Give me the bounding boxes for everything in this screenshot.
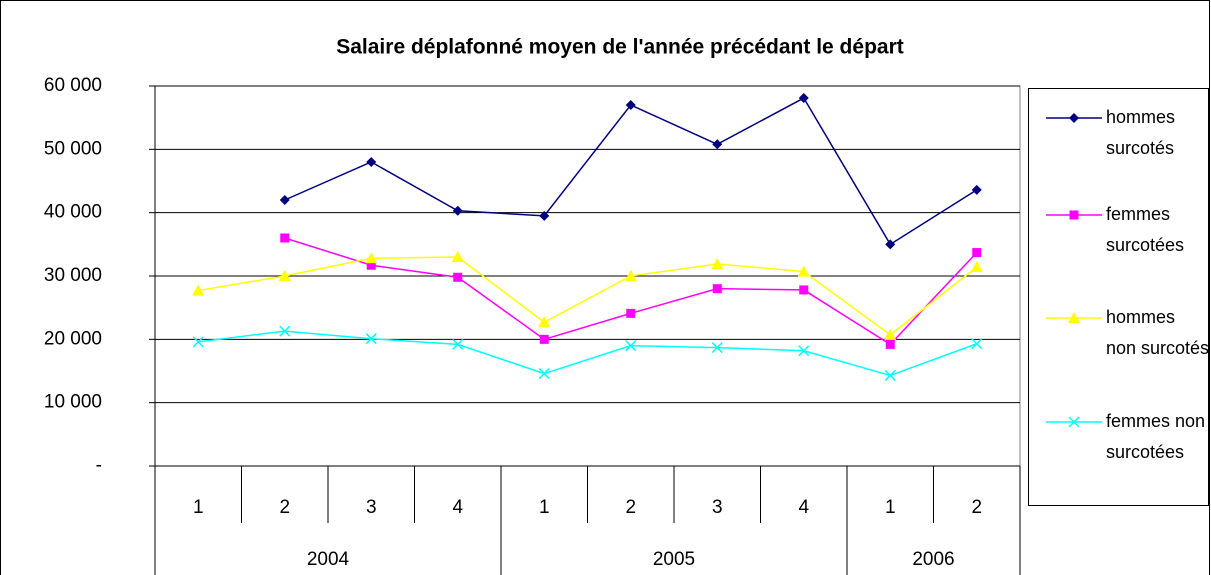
marker	[798, 345, 810, 357]
x-tick-label: 2	[971, 497, 982, 518]
legend-label: hommes non surcotés	[1106, 307, 1210, 358]
marker	[280, 233, 290, 243]
marker	[538, 316, 551, 328]
marker	[970, 261, 983, 273]
x-tick-label: 1	[885, 497, 896, 518]
y-tick-label: 20 000	[44, 328, 102, 349]
series-line	[198, 256, 978, 336]
marker	[452, 338, 464, 350]
marker	[885, 239, 896, 250]
marker	[365, 252, 378, 264]
group-label: 2004	[307, 549, 350, 570]
marker	[624, 270, 637, 281]
y-tick-label: -	[96, 455, 102, 476]
y-tick-label: 50 000	[44, 138, 102, 159]
marker	[539, 334, 549, 344]
x-tick-label: 2	[279, 497, 290, 518]
marker	[797, 265, 810, 277]
group-label: 2005	[653, 549, 695, 570]
marker	[279, 195, 290, 205]
marker	[972, 248, 982, 258]
x-tick-label: 1	[539, 497, 550, 518]
marker	[279, 325, 291, 337]
group-label: 2006	[912, 549, 954, 570]
x-tick-label: 2	[625, 497, 636, 518]
legend-label: femmes non surcotées	[1106, 411, 1206, 462]
marker	[192, 284, 205, 296]
x-tick-label: 4	[452, 497, 463, 518]
marker	[538, 368, 550, 380]
marker	[366, 260, 376, 270]
marker	[971, 184, 982, 195]
x-tick-label: 3	[366, 497, 377, 518]
marker	[192, 336, 204, 348]
legend-marker	[1068, 312, 1080, 323]
chart-title: Salaire déplafonné moyen de l'année préc…	[336, 36, 904, 59]
marker	[711, 257, 724, 269]
marker	[711, 342, 723, 354]
marker	[365, 333, 377, 345]
x-tick-label: 4	[798, 497, 809, 518]
y-tick-label: 30 000	[44, 265, 102, 286]
marker	[625, 340, 637, 352]
marker	[539, 210, 550, 221]
legend-label: femmes surcotées	[1106, 204, 1185, 255]
x-tick-label: 3	[712, 497, 723, 518]
y-tick-label: 60 000	[44, 75, 102, 96]
legend-marker	[1069, 113, 1079, 123]
marker	[971, 338, 983, 350]
legend-marker	[1069, 210, 1079, 220]
legend-box	[1028, 88, 1209, 506]
y-tick-label: 40 000	[44, 202, 102, 223]
series-line	[198, 330, 978, 377]
marker	[626, 308, 636, 318]
marker	[885, 339, 895, 349]
marker	[712, 284, 722, 294]
marker	[712, 139, 723, 150]
marker	[278, 270, 291, 281]
marker	[452, 205, 463, 216]
marker	[799, 285, 809, 295]
marker	[625, 100, 636, 110]
legend-label: hommes surcotés	[1106, 107, 1176, 158]
legend-marker	[1068, 416, 1080, 428]
y-tick-label: 10 000	[44, 392, 102, 413]
marker	[884, 369, 896, 381]
marker	[798, 93, 809, 104]
marker	[451, 251, 464, 262]
x-tick-label: 1	[193, 497, 204, 518]
marker	[884, 328, 897, 340]
marker	[366, 157, 377, 167]
marker	[453, 272, 463, 282]
